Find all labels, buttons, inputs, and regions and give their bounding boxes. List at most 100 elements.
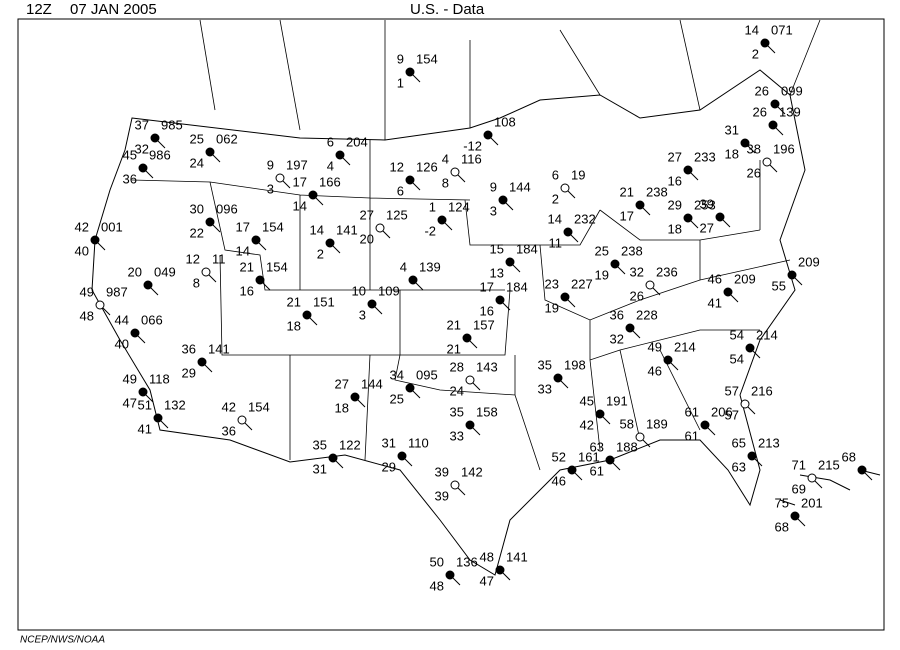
- station-marker: [635, 200, 645, 210]
- station-dewpoint: 54: [730, 351, 744, 366]
- station-pressure: 154: [248, 399, 270, 414]
- station-marker: [143, 280, 153, 290]
- station-dewpoint: 57: [725, 407, 739, 422]
- station-temperature: 25: [190, 131, 204, 146]
- station-temperature: 71: [792, 457, 806, 472]
- station: 14 141 2: [310, 222, 358, 261]
- station: 26 099: [755, 83, 803, 115]
- station-dewpoint: 1: [397, 75, 404, 90]
- station-pressure: 141: [336, 222, 358, 237]
- station: 58 189: [620, 416, 668, 448]
- station-marker: [462, 333, 472, 343]
- station-temperature: 50: [430, 554, 444, 569]
- station-dewpoint: 48: [430, 578, 444, 593]
- station-temperature: 21: [620, 184, 634, 199]
- station-marker: [90, 235, 100, 245]
- station: 17 184 16: [480, 279, 528, 318]
- station-dewpoint: 18: [335, 400, 349, 415]
- station-marker: [138, 163, 148, 173]
- station-marker: [740, 399, 750, 409]
- station-marker: [205, 147, 215, 157]
- station-pressure: 001: [101, 219, 123, 234]
- station-pressure: 191: [606, 393, 628, 408]
- station-pressure: 201: [801, 495, 823, 510]
- station-marker: [350, 392, 360, 402]
- station: 57 216 57: [725, 383, 773, 422]
- station-dewpoint: 20: [360, 231, 374, 246]
- station-dewpoint: 36: [123, 171, 137, 186]
- station-marker: [605, 455, 615, 465]
- station-temperature: 1: [429, 199, 436, 214]
- station-dewpoint: 31: [313, 461, 327, 476]
- station-marker: [807, 473, 817, 483]
- station-marker: [563, 227, 573, 237]
- station-dewpoint: 17: [620, 208, 634, 223]
- station-pressure: 198: [564, 357, 586, 372]
- station-dewpoint: 2: [317, 246, 324, 261]
- station-marker: [553, 373, 563, 383]
- station-dewpoint: 39: [435, 488, 449, 503]
- station-pressure: 125: [386, 207, 408, 222]
- station: 17 154 14: [236, 219, 284, 258]
- station-marker: [335, 150, 345, 160]
- station-marker: [197, 357, 207, 367]
- station: 65 213 63: [732, 435, 780, 474]
- station-dewpoint: 33: [538, 381, 552, 396]
- station-dewpoint: 46: [552, 473, 566, 488]
- station: 48 141 47: [480, 549, 528, 588]
- station-marker: [138, 387, 148, 397]
- station-pressure: 253: [694, 197, 716, 212]
- station-pressure: 227: [571, 276, 593, 291]
- station-pressure: 049: [154, 264, 176, 279]
- station: 35 122 31: [313, 437, 361, 476]
- station-marker: [450, 480, 460, 490]
- station-pressure: 985: [161, 117, 183, 132]
- station-pressure: 126: [416, 159, 438, 174]
- station-dewpoint: 8: [442, 175, 449, 190]
- station: 21 151 18: [287, 294, 335, 333]
- station-pressure: 154: [416, 51, 438, 66]
- station-marker: [567, 465, 577, 475]
- station: 30 096 22: [190, 201, 238, 240]
- station-marker: [130, 328, 140, 338]
- station-pressure: 109: [378, 283, 400, 298]
- station-temperature: 9: [397, 51, 404, 66]
- station: 27 125 20: [360, 207, 408, 246]
- station: 35 198 33: [538, 357, 586, 396]
- station-marker: [308, 190, 318, 200]
- station-pressure: 986: [149, 147, 171, 162]
- station-dewpoint: 16: [240, 283, 254, 298]
- station-temperature: 37: [135, 117, 149, 132]
- station-dewpoint: 13: [490, 265, 504, 280]
- station-temperature: 17: [480, 279, 494, 294]
- station-pressure: 209: [798, 254, 820, 269]
- station: 12 126 6: [390, 159, 438, 198]
- map-credit: NCEP/NWS/NOAA: [20, 635, 105, 646]
- station-temperature: 36: [610, 307, 624, 322]
- station: 61 206 61: [685, 404, 733, 443]
- station-temperature: 10: [352, 283, 366, 298]
- station-dewpoint: 22: [190, 225, 204, 240]
- station-pressure: 144: [509, 179, 531, 194]
- station: 9 154 1: [397, 51, 438, 90]
- station: 37 985 32: [135, 117, 183, 156]
- map-date: 07 JAN 2005: [70, 1, 157, 18]
- station-marker: [768, 120, 778, 130]
- station-temperature: 17: [293, 174, 307, 189]
- station-pressure: 238: [621, 243, 643, 258]
- station-marker: [405, 175, 415, 185]
- station: 42 001 40: [75, 219, 123, 258]
- station-pressure: 118: [149, 371, 170, 386]
- station-pressure: 143: [476, 359, 498, 374]
- station-marker: [770, 99, 780, 109]
- station-dewpoint: -12: [463, 138, 482, 153]
- station-pressure: 213: [758, 435, 780, 450]
- station-pressure: 236: [656, 264, 678, 279]
- station-pressure: 095: [416, 367, 438, 382]
- station: 27 144 18: [335, 376, 383, 415]
- station: 12 11 8: [186, 251, 226, 290]
- station-marker: [408, 275, 418, 285]
- station-pressure: 233: [694, 149, 716, 164]
- station: 10 109 3: [352, 283, 400, 322]
- station-temperature: 4: [442, 151, 449, 166]
